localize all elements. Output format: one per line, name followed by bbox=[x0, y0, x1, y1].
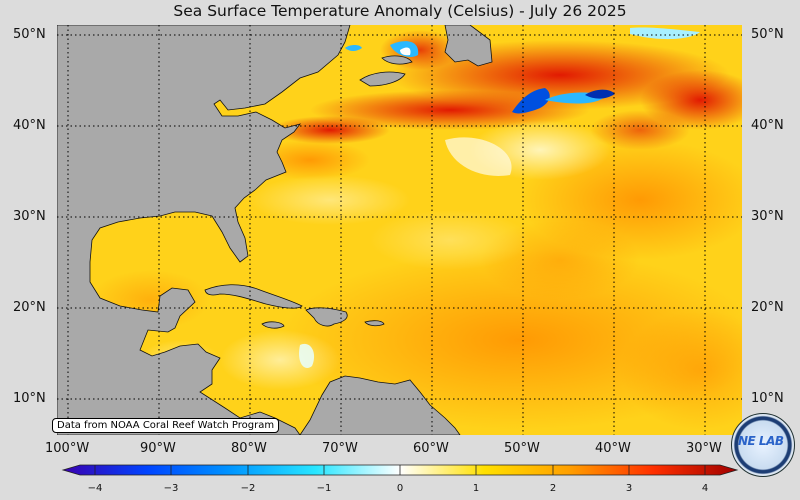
lon-label-70w: 70°W bbox=[322, 441, 358, 456]
map-title: Sea Surface Temperature Anomaly (Celsius… bbox=[173, 2, 627, 20]
lab-logo: NE LAB bbox=[731, 413, 795, 477]
lat-label-30n-right: 30°N bbox=[751, 209, 784, 224]
lat-label-40n-right: 40°N bbox=[751, 118, 784, 133]
data-credit: Data from NOAA Coral Reef Watch Program bbox=[52, 418, 280, 433]
lon-label-80w: 80°W bbox=[231, 441, 267, 456]
colorbar-tick: −3 bbox=[163, 483, 179, 494]
colorbar-tick: 1 bbox=[472, 483, 480, 494]
lat-label-50n-left: 50°N bbox=[13, 27, 46, 42]
lon-label-90w: 90°W bbox=[140, 441, 176, 456]
colorbar-tick: 2 bbox=[549, 483, 557, 494]
lon-label-40w: 40°W bbox=[595, 441, 631, 456]
lon-label-30w: 30°W bbox=[686, 441, 722, 456]
lon-label-50w: 50°W bbox=[504, 441, 540, 456]
lat-label-20n-left: 20°N bbox=[13, 300, 46, 315]
lon-label-100w: 100°W bbox=[45, 441, 90, 456]
colorbar bbox=[61, 464, 739, 476]
lat-label-10n-left: 10°N bbox=[13, 391, 46, 406]
lon-label-60w: 60°W bbox=[413, 441, 449, 456]
colorbar-tick: −2 bbox=[240, 483, 256, 494]
colorbar-tick: 0 bbox=[396, 483, 404, 494]
lat-label-20n-right: 20°N bbox=[751, 300, 784, 315]
logo-text: NE LAB bbox=[738, 434, 784, 448]
lat-label-40n-left: 40°N bbox=[13, 118, 46, 133]
lat-label-50n-right: 50°N bbox=[751, 27, 784, 42]
graticule bbox=[57, 25, 742, 435]
colorbar-tick: 4 bbox=[701, 483, 709, 494]
land-masses bbox=[57, 25, 493, 435]
lat-label-30n-left: 30°N bbox=[13, 209, 46, 224]
map-area bbox=[57, 25, 742, 435]
colorbar-tick: 3 bbox=[625, 483, 633, 494]
colorbar-tick: −4 bbox=[87, 483, 103, 494]
colorbar-tick: −1 bbox=[316, 483, 332, 494]
lat-label-10n-right: 10°N bbox=[751, 391, 784, 406]
